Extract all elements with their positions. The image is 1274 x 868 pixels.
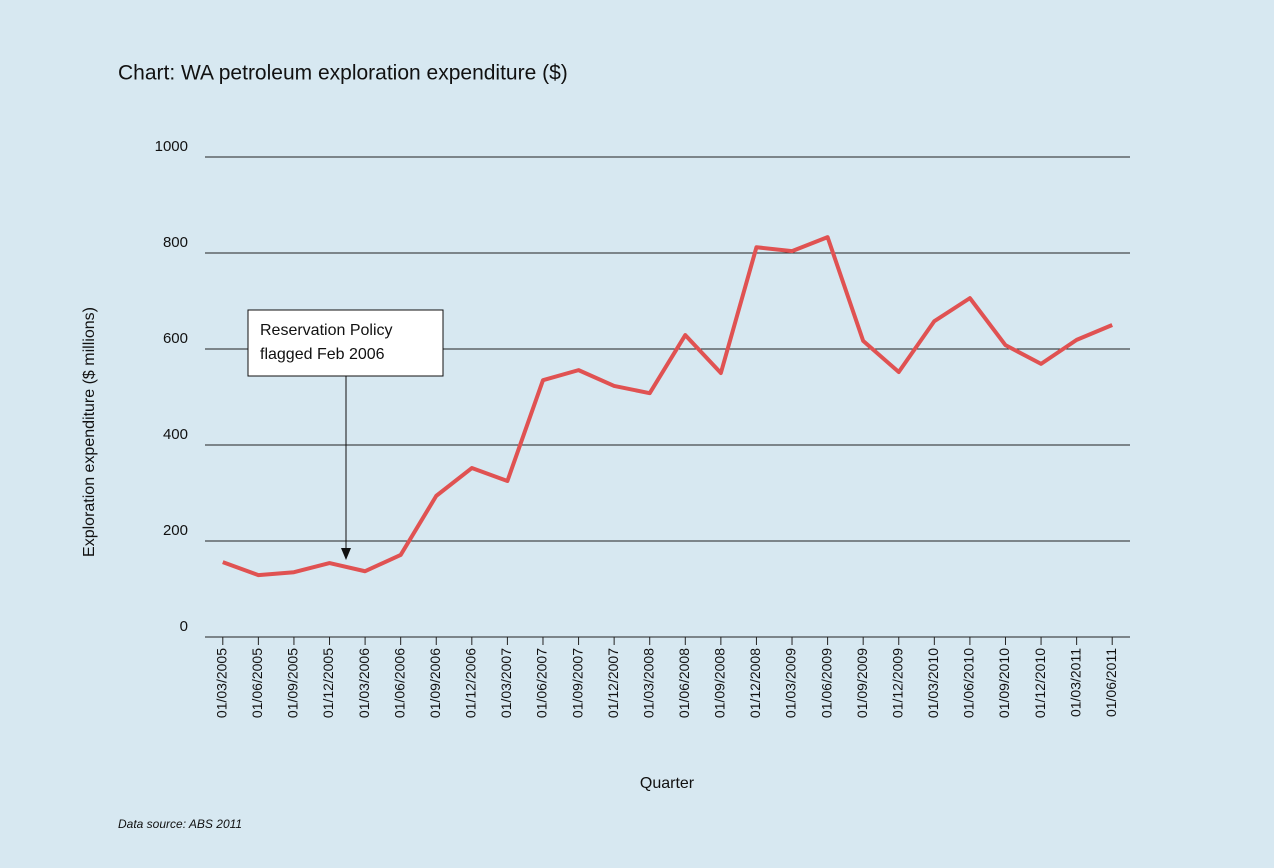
x-tick-label: 01/06/2006 — [391, 648, 407, 718]
x-tick-label: 01/06/2009 — [818, 648, 834, 718]
source-note: Data source: ABS 2011 — [118, 817, 242, 831]
y-tick-label: 0 — [180, 618, 188, 635]
x-tick-label: 01/09/2007 — [569, 648, 585, 718]
y-tick-label: 600 — [163, 330, 188, 347]
x-tick-label: 01/06/2008 — [676, 648, 692, 718]
x-tick-label: 01/06/2007 — [534, 648, 550, 718]
x-tick-label: 01/12/2005 — [320, 648, 336, 718]
chart-title: Chart: WA petroleum exploration expendit… — [118, 62, 568, 85]
x-tick-label: 01/09/2006 — [427, 648, 443, 718]
x-axis-label: Quarter — [640, 775, 695, 792]
y-tick-label: 200 — [163, 522, 188, 539]
x-tick-label: 01/06/2011 — [1103, 648, 1119, 717]
y-tick-label: 800 — [163, 234, 188, 251]
data-line — [222, 235, 1113, 578]
x-tick-label: 01/12/2008 — [747, 648, 763, 718]
x-tick-label: 01/12/2006 — [463, 648, 479, 718]
x-tick-label: 01/09/2009 — [854, 648, 870, 718]
x-tick-label: 01/03/2007 — [498, 648, 514, 718]
y-tick-label: 1000 — [155, 138, 188, 155]
x-tick-label: 01/12/2007 — [605, 648, 621, 718]
x-tick-label: 01/03/2010 — [925, 648, 941, 718]
x-tick-label: 01/03/2005 — [213, 648, 229, 718]
x-tick-label: 01/03/2009 — [783, 648, 799, 718]
annotation-text: flagged Feb 2006 — [260, 346, 385, 363]
y-tick-label: 400 — [163, 426, 188, 443]
annotation-text: Reservation Policy — [260, 322, 393, 339]
x-tick-label: 01/09/2008 — [712, 648, 728, 718]
x-tick-label: 01/06/2010 — [961, 648, 977, 718]
annotation-arrowhead — [341, 548, 351, 560]
x-tick-label: 01/03/2011 — [1067, 648, 1083, 717]
x-tick-label: 01/06/2005 — [249, 648, 265, 718]
x-tick-label: 01/03/2006 — [356, 648, 372, 718]
x-tick-label: 01/12/2010 — [1032, 648, 1048, 718]
x-tick-label: 01/09/2010 — [996, 648, 1012, 718]
x-tick-label: 01/09/2005 — [285, 648, 301, 718]
annotation-box — [247, 309, 444, 377]
x-tick-label: 01/12/2009 — [889, 648, 905, 718]
x-tick-label: 01/03/2008 — [640, 648, 656, 718]
y-axis-label: Exploration expenditure ($ millions) — [81, 307, 98, 557]
